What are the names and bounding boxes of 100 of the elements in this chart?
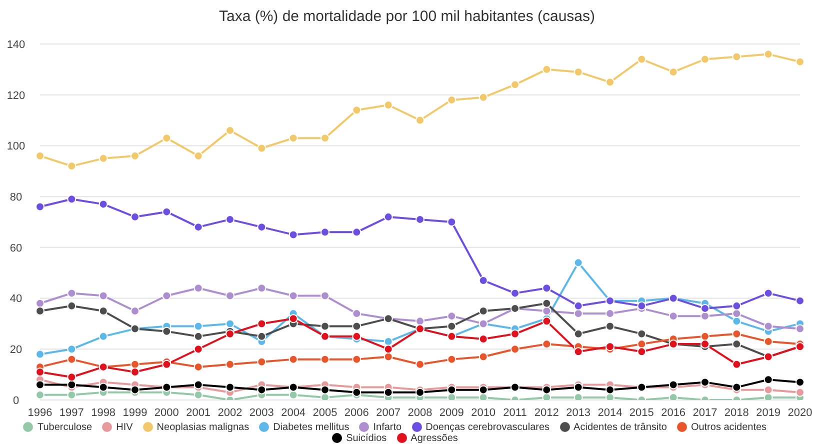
point <box>542 298 552 308</box>
point <box>447 354 456 364</box>
point <box>98 332 108 341</box>
point <box>510 329 520 338</box>
point <box>98 291 108 300</box>
x-tick-label: 1998 <box>91 406 116 419</box>
point <box>194 380 203 390</box>
point <box>606 78 614 87</box>
x-tick-label: 2000 <box>154 406 179 419</box>
point <box>67 301 76 310</box>
point <box>98 200 108 209</box>
point <box>732 52 742 62</box>
point <box>194 222 203 232</box>
point <box>162 360 172 369</box>
point <box>36 390 44 400</box>
point <box>764 375 773 384</box>
point <box>352 332 362 341</box>
point <box>384 344 393 354</box>
point <box>574 347 583 356</box>
point <box>732 329 742 338</box>
point <box>732 301 742 310</box>
point <box>700 332 710 341</box>
point <box>732 360 742 369</box>
point <box>320 134 330 143</box>
x-tick-label: 1997 <box>59 406 84 419</box>
x-tick-label: 2004 <box>281 406 306 419</box>
point <box>416 116 424 125</box>
y-tick-label: 140 <box>6 38 26 51</box>
point <box>447 322 456 331</box>
x-tick-label: 1999 <box>122 406 148 419</box>
point <box>606 385 614 394</box>
point <box>796 378 804 387</box>
point <box>732 309 742 318</box>
x-tick-label: 2003 <box>249 406 274 419</box>
point <box>36 350 44 359</box>
x-tick-label: 2009 <box>439 406 464 419</box>
point <box>194 322 203 331</box>
point <box>36 202 44 212</box>
y-tick-label: 120 <box>6 90 26 102</box>
legend-label: Neoplasias malignas <box>156 422 250 433</box>
point <box>574 258 583 268</box>
point <box>36 380 44 390</box>
x-tick-label: 2018 <box>724 406 749 419</box>
point <box>542 306 552 316</box>
point <box>67 354 76 364</box>
point <box>384 212 393 222</box>
point <box>352 388 362 397</box>
point <box>67 194 76 204</box>
point <box>162 134 172 143</box>
point <box>130 360 140 369</box>
point <box>288 314 298 324</box>
x-tick-label: 2017 <box>692 406 718 419</box>
legend-label: Suicídios <box>346 433 387 444</box>
x-tick-label: 2007 <box>376 406 401 419</box>
point <box>288 291 298 300</box>
point <box>796 388 804 397</box>
x-tick-label: 2006 <box>344 406 369 419</box>
point <box>194 344 203 354</box>
point <box>194 151 203 160</box>
y-tick-label: 100 <box>6 140 26 153</box>
x-tick-label: 1996 <box>28 406 52 419</box>
point <box>700 54 710 64</box>
point <box>320 354 330 364</box>
point <box>67 372 76 382</box>
point <box>226 329 234 338</box>
legend-label: Diabetes mellitus <box>273 422 350 433</box>
point <box>194 332 203 341</box>
point <box>352 322 362 331</box>
point <box>288 134 298 143</box>
point <box>542 385 552 394</box>
point <box>700 304 710 313</box>
point <box>162 326 172 336</box>
legend-label: Acidentes de trânsito <box>574 422 667 433</box>
x-tick-label: 2011 <box>503 406 527 419</box>
point <box>637 347 646 356</box>
legend-label: HIV <box>116 422 133 433</box>
y-tick-label: 40 <box>10 293 22 306</box>
point <box>36 298 44 308</box>
point <box>447 218 456 226</box>
point <box>447 312 456 321</box>
point <box>796 296 804 306</box>
point <box>574 329 583 338</box>
point <box>416 388 424 397</box>
point <box>542 284 552 293</box>
x-tick-label: 2002 <box>218 406 242 419</box>
point <box>478 385 488 394</box>
point <box>384 388 393 397</box>
point <box>257 222 266 232</box>
point <box>606 342 614 352</box>
point <box>352 106 362 115</box>
x-tick-label: 2005 <box>312 406 338 419</box>
point <box>796 324 804 334</box>
point <box>510 80 520 90</box>
point <box>36 368 44 377</box>
point <box>732 316 742 326</box>
point <box>447 385 456 394</box>
point <box>98 306 108 316</box>
point <box>320 228 330 237</box>
point <box>67 288 76 298</box>
point <box>98 154 108 163</box>
